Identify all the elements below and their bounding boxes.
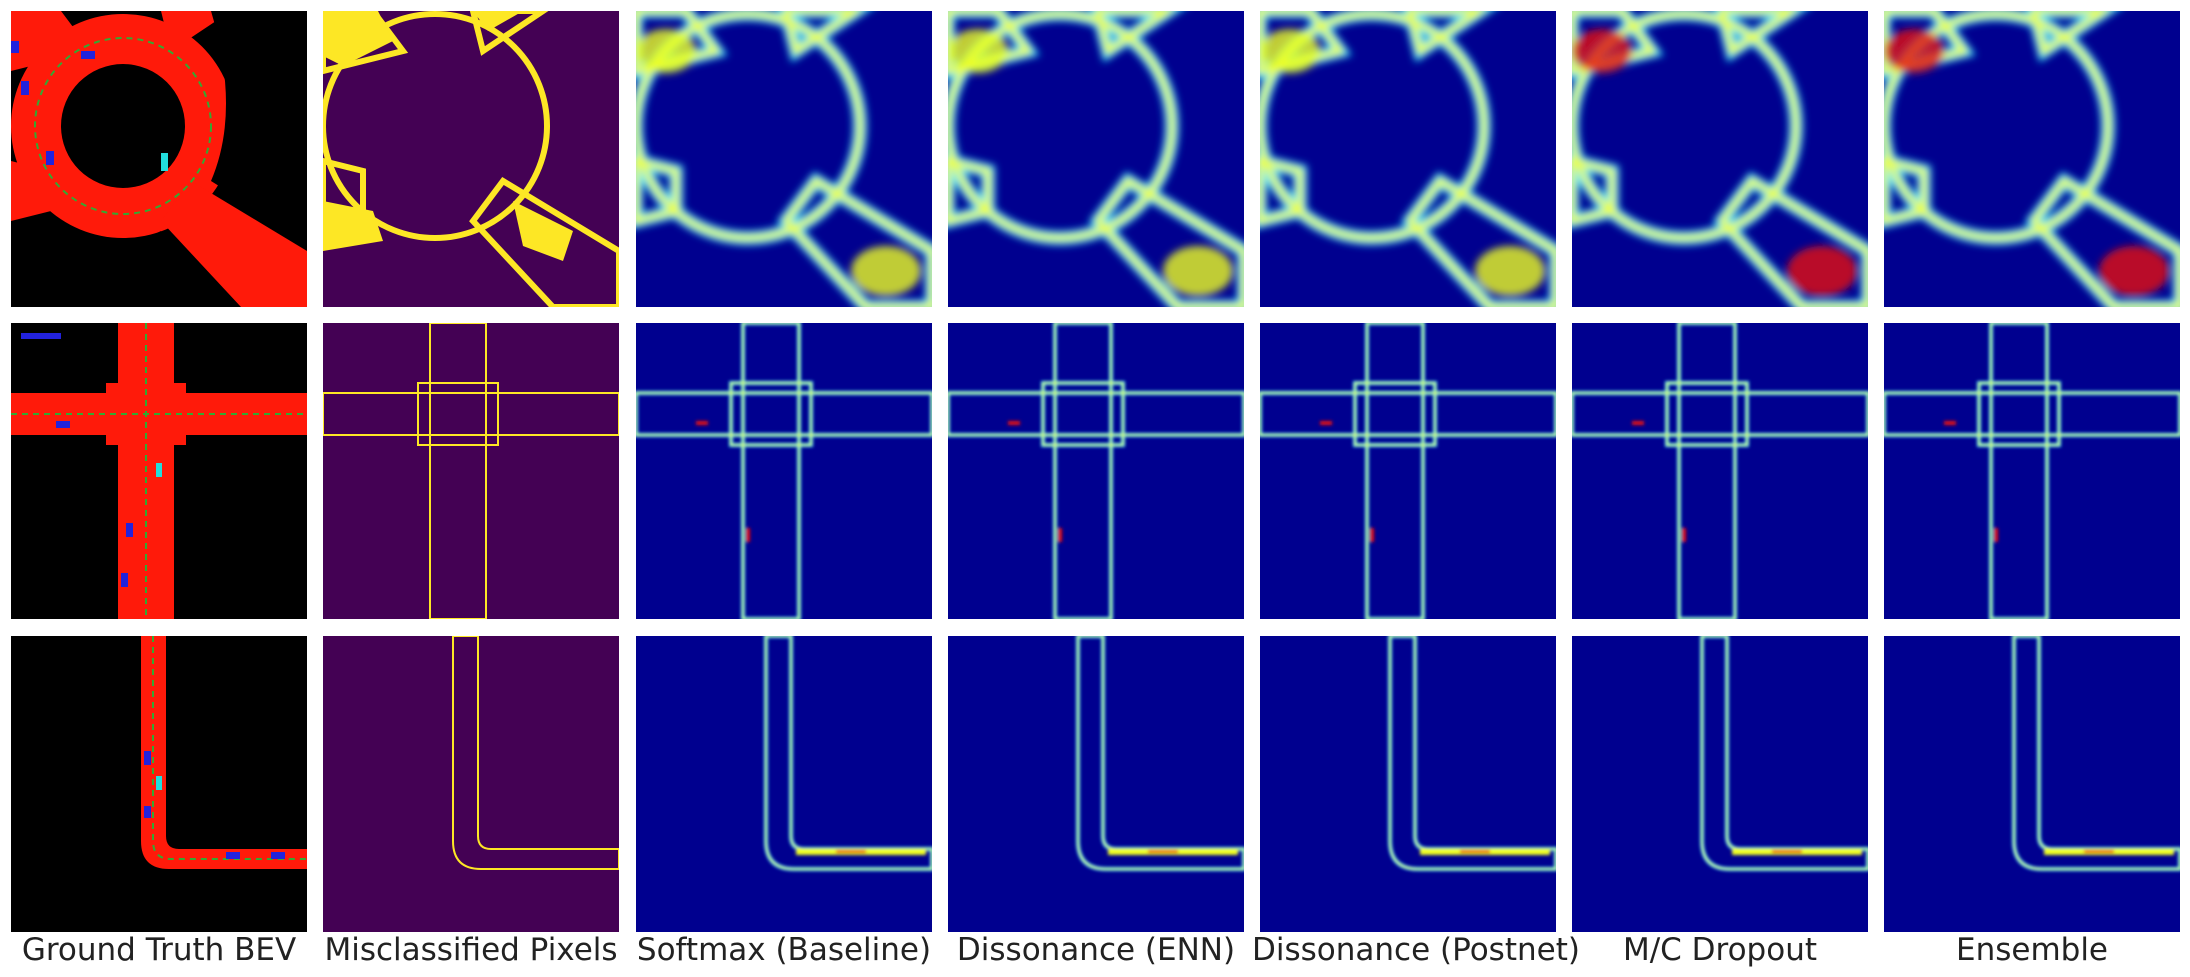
ens-intersection-panel xyxy=(1884,323,2180,619)
enn-intersection-panel xyxy=(948,323,1244,619)
postnet-roundabout-panel xyxy=(1260,11,1556,307)
mis-roundabout-panel xyxy=(323,11,619,307)
postnet-intersection-panel xyxy=(1260,323,1556,619)
column-label-mcd: M/C Dropout xyxy=(1622,932,1818,968)
gt-roundabout-panel xyxy=(11,11,307,307)
column-label-gt: Ground Truth BEV xyxy=(21,932,297,968)
softmax-intersection-panel xyxy=(636,323,932,619)
enn-corner-panel xyxy=(948,636,1244,932)
gt-intersection-panel xyxy=(11,323,307,619)
enn-roundabout-panel xyxy=(948,11,1244,307)
softmax-corner-panel xyxy=(636,636,932,932)
gt-corner-panel xyxy=(11,636,307,932)
mis-corner-panel xyxy=(323,636,619,932)
mcd-roundabout-panel xyxy=(1572,11,1868,307)
mis-intersection-panel xyxy=(323,323,619,619)
mcd-intersection-panel xyxy=(1572,323,1868,619)
ens-corner-panel xyxy=(1884,636,2180,932)
ens-roundabout-panel xyxy=(1884,11,2180,307)
mcd-corner-panel xyxy=(1572,636,1868,932)
softmax-roundabout-panel xyxy=(636,11,932,307)
postnet-corner-panel xyxy=(1260,636,1556,932)
column-label-ens: Ensemble xyxy=(1955,932,2109,968)
column-label-postnet: Dissonance (Postnet) xyxy=(1252,932,1580,968)
column-label-softmax: Softmax (Baseline) xyxy=(636,932,932,968)
column-label-enn: Dissonance (ENN) xyxy=(956,932,1236,968)
column-label-mis: Misclassified Pixels xyxy=(324,932,618,968)
